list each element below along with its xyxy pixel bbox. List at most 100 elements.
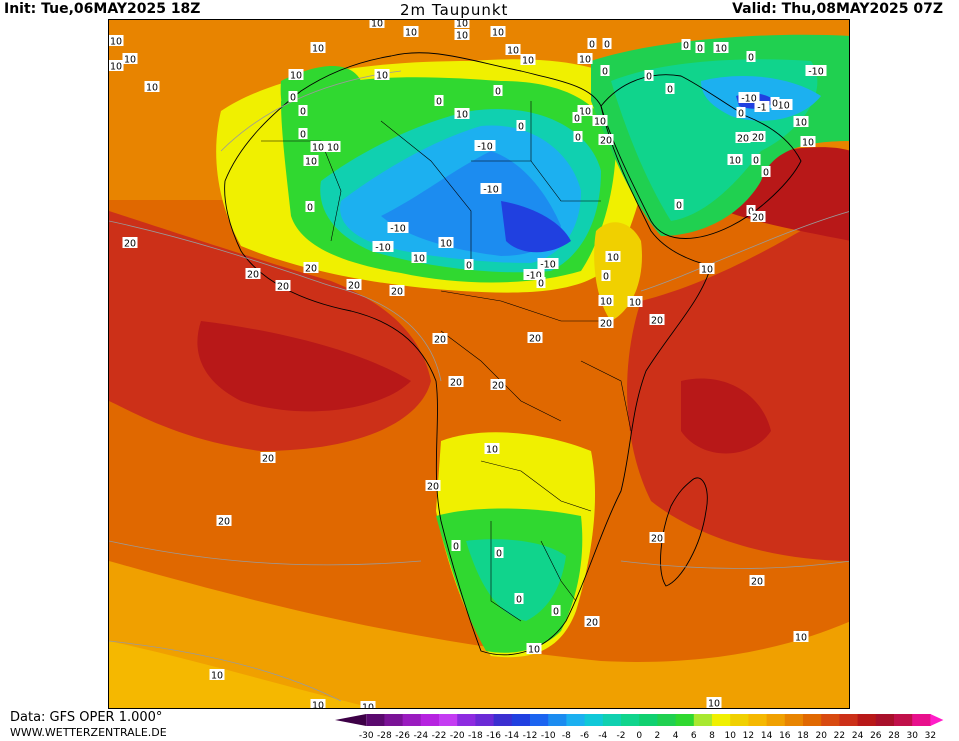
svg-text:0: 0 [466,261,472,272]
contour-label: 10 [520,54,536,67]
contour-label: 10 [699,263,715,276]
contour-label: 10 [454,108,470,121]
svg-text:20: 20 [737,134,749,145]
svg-text:-10: -10 [540,260,556,271]
legend-swatch [475,714,494,726]
legend-swatch [748,714,767,726]
website-credit: WWW.WETTERZENTRALE.DE [10,726,167,739]
svg-text:10: 10 [312,701,324,710]
legend-swatch [803,714,822,726]
legend-tick-label: 30 [906,731,918,741]
legend-swatch [384,714,403,726]
svg-text:10: 10 [312,44,324,55]
contour-label: 0 [573,131,583,144]
contour-label: 20 [389,285,405,298]
contour-label: 0 [305,201,315,214]
legend-tick-label: 18 [797,731,809,741]
svg-text:0: 0 [646,72,652,83]
legend-tick-label: 0 [636,731,642,741]
contour-label: 0 [587,38,597,51]
contour-label: 0 [761,166,771,179]
svg-text:0: 0 [290,93,296,104]
contour-label: 10 [605,251,621,264]
svg-text:0: 0 [575,133,581,144]
svg-text:10: 10 [802,138,814,149]
svg-text:0: 0 [748,53,754,64]
svg-text:0: 0 [436,97,442,108]
contour-label: 0 [516,120,526,133]
indian-ocean-core [681,378,771,454]
africa-coastline [224,52,712,656]
legend-swatch [548,714,567,726]
svg-text:10: 10 [701,265,713,276]
contour-label: 10 [484,443,500,456]
legend-tick-label: 20 [815,731,827,741]
svg-text:0: 0 [518,122,524,133]
legend-swatch [439,714,458,726]
svg-text:10: 10 [376,71,388,82]
legend-swatch [730,714,749,726]
sahara-deep-blue [501,201,571,253]
legend-swatch [511,714,531,726]
contour-label: 20 [216,515,232,528]
svg-text:0: 0 [676,201,682,212]
contour-label: 0 [494,547,504,560]
svg-text:10: 10 [362,703,374,710]
legend-tick-label: -14 [504,731,519,741]
contour-label: 0 [514,593,524,606]
legend-swatch [335,714,367,726]
contour-label: 10 [369,20,385,30]
legend-swatch [930,714,944,726]
svg-text:10: 10 [600,297,612,308]
legend-tick-label: 8 [709,731,715,741]
color-legend: -30 -28 -26 -24 -22 -20 -18 -16 -14 -12 -10 -8 -6 -4-… [335,714,944,741]
south-band [109,561,849,708]
dewpoint-map: 10 10 10 10 10 10 10 10 10 10 10 10 10 10 10 10 0 0 0 0 0 0 0 0… [108,19,850,709]
contour-label: 10 [109,60,124,73]
contour-label: 0 [288,91,298,104]
svg-text:10: 10 [456,110,468,121]
legend-swatch [894,714,913,726]
svg-text:0: 0 [604,40,610,51]
legend-swatch [366,714,385,726]
contour-label: 0 [298,105,308,118]
svg-text:10: 10 [795,118,807,129]
svg-text:0: 0 [300,130,306,141]
svg-text:10: 10 [305,157,317,168]
atlantic-core [197,321,411,412]
legend-tick-label: -10 [541,731,556,741]
svg-text:0: 0 [697,44,703,55]
svg-text:10: 10 [715,44,727,55]
contour-label: 20 [649,532,665,545]
contour-label: 10 [727,154,743,167]
svg-text:20: 20 [751,577,763,588]
contour-label: 10 [505,44,521,57]
contour-label: 10 [403,26,419,39]
init-time: Init: Tue,06MAY2025 18Z [4,1,201,17]
svg-text:10: 10 [124,55,136,66]
svg-text:-1: -1 [757,103,766,114]
legend-swatch [621,714,640,726]
contour-label: 20 [735,132,751,145]
svg-text:20: 20 [450,378,462,389]
contour-label: -10 [387,222,409,235]
legend-swatch [530,714,549,726]
svg-text:10: 10 [492,28,504,39]
contour-label: 0 [751,154,761,167]
legend-swatch [420,714,440,726]
legend-swatch [839,714,858,726]
contour-label: 0 [464,259,474,272]
svg-text:10: 10 [507,46,519,57]
svg-text:10: 10 [110,62,122,73]
contour-label: 10 [526,643,542,656]
legend-tick-label: -2 [617,731,626,741]
contour-label: 20 [122,237,138,250]
legend-tick-label: 16 [779,731,791,741]
legend-tick-label: -4 [598,731,607,741]
south-yellow [109,641,373,708]
legend-tick-label: -8 [562,731,571,741]
legend-swatches [335,714,944,726]
svg-text:-10: -10 [526,271,542,282]
contour-label: 10 [209,669,225,682]
